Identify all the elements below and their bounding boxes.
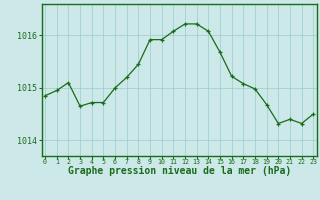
- X-axis label: Graphe pression niveau de la mer (hPa): Graphe pression niveau de la mer (hPa): [68, 166, 291, 176]
